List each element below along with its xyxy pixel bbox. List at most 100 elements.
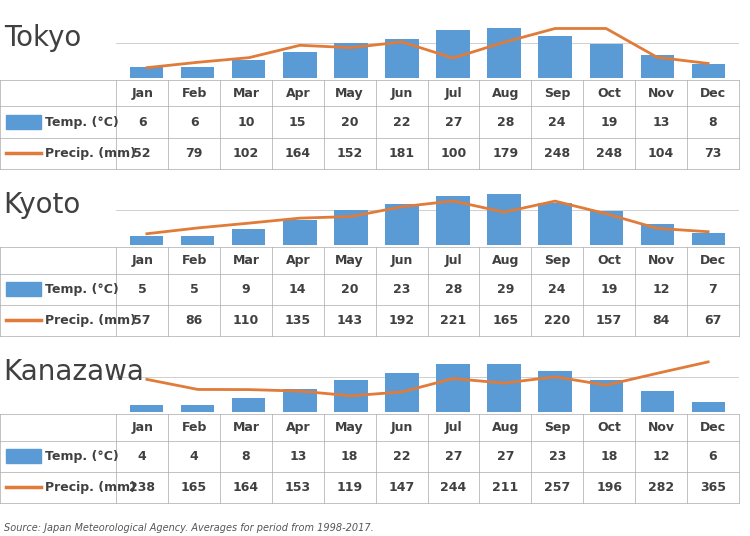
Text: Dec: Dec <box>700 254 726 266</box>
Text: 79: 79 <box>185 147 202 160</box>
Text: 248: 248 <box>544 147 570 160</box>
Text: Nov: Nov <box>647 254 674 266</box>
Text: Jun: Jun <box>390 254 412 266</box>
Bar <box>130 405 164 412</box>
Text: 28: 28 <box>445 282 462 295</box>
Text: 14: 14 <box>289 282 307 295</box>
Text: 8: 8 <box>709 116 717 129</box>
Text: 365: 365 <box>700 481 726 494</box>
Text: 13: 13 <box>652 116 670 129</box>
Text: Precip. (mm): Precip. (mm) <box>45 147 136 160</box>
Text: 27: 27 <box>496 450 514 463</box>
Text: 86: 86 <box>185 314 202 326</box>
Bar <box>182 68 214 78</box>
Text: Apr: Apr <box>286 254 310 266</box>
Text: 165: 165 <box>181 481 207 494</box>
Text: Jul: Jul <box>445 254 462 266</box>
Bar <box>386 373 418 412</box>
Text: 102: 102 <box>232 147 259 160</box>
Bar <box>640 55 674 78</box>
Text: Precip. (mm): Precip. (mm) <box>45 314 136 326</box>
Text: 22: 22 <box>393 116 410 129</box>
Text: 244: 244 <box>440 481 466 494</box>
Text: Aug: Aug <box>492 87 519 100</box>
Bar <box>590 381 622 412</box>
Text: Temp. (°C): Temp. (°C) <box>45 282 118 295</box>
Text: 220: 220 <box>544 314 570 326</box>
Text: 4: 4 <box>138 450 146 463</box>
Text: Temp. (°C): Temp. (°C) <box>45 450 118 463</box>
Text: 257: 257 <box>544 481 570 494</box>
Bar <box>334 43 368 78</box>
Text: Jan: Jan <box>131 421 153 434</box>
Text: Oct: Oct <box>597 87 621 100</box>
Text: 22: 22 <box>393 450 410 463</box>
Text: Kanazawa: Kanazawa <box>4 358 145 386</box>
Bar <box>334 381 368 412</box>
Bar <box>590 44 622 78</box>
Text: Nov: Nov <box>647 87 674 100</box>
Text: 179: 179 <box>492 147 518 160</box>
Text: 27: 27 <box>445 116 462 129</box>
Text: 6: 6 <box>709 450 717 463</box>
Bar <box>692 401 724 412</box>
Text: 100: 100 <box>440 147 466 160</box>
Bar <box>130 68 164 78</box>
Text: 104: 104 <box>648 147 674 160</box>
Text: Jun: Jun <box>390 421 412 434</box>
Bar <box>334 210 368 245</box>
Text: 18: 18 <box>341 450 358 463</box>
Text: 248: 248 <box>596 147 622 160</box>
Text: 152: 152 <box>337 147 363 160</box>
Text: Jul: Jul <box>445 421 462 434</box>
Text: Sep: Sep <box>544 254 570 266</box>
Bar <box>488 28 520 78</box>
Text: 5: 5 <box>138 282 146 295</box>
Text: 238: 238 <box>129 481 155 494</box>
Bar <box>436 30 470 78</box>
Text: Jan: Jan <box>131 87 153 100</box>
Bar <box>182 405 214 412</box>
Text: 211: 211 <box>492 481 518 494</box>
Text: Apr: Apr <box>286 87 310 100</box>
Text: Jun: Jun <box>390 87 412 100</box>
Text: 13: 13 <box>290 450 307 463</box>
Text: Jan: Jan <box>131 254 153 266</box>
Text: 84: 84 <box>652 314 670 326</box>
Bar <box>692 64 724 78</box>
Bar <box>590 212 622 245</box>
Bar <box>538 371 572 412</box>
Bar <box>488 193 520 245</box>
Text: 67: 67 <box>704 314 722 326</box>
Text: 9: 9 <box>242 282 250 295</box>
Text: Apr: Apr <box>286 421 310 434</box>
Text: Aug: Aug <box>492 254 519 266</box>
Text: 12: 12 <box>652 450 670 463</box>
Bar <box>130 236 164 245</box>
Text: 4: 4 <box>190 450 199 463</box>
Bar <box>182 236 214 245</box>
Bar <box>538 203 572 245</box>
Bar <box>386 39 418 78</box>
Text: Kyoto: Kyoto <box>4 191 81 219</box>
Text: 20: 20 <box>341 116 358 129</box>
Text: Temp. (°C): Temp. (°C) <box>45 116 118 129</box>
Text: 8: 8 <box>242 450 250 463</box>
Bar <box>232 61 266 78</box>
Text: Sep: Sep <box>544 87 570 100</box>
Text: Jul: Jul <box>445 87 462 100</box>
Text: 27: 27 <box>445 450 462 463</box>
Text: May: May <box>335 254 364 266</box>
Bar <box>640 224 674 245</box>
Bar <box>436 196 470 245</box>
Bar <box>692 233 724 245</box>
Text: Feb: Feb <box>182 421 207 434</box>
Text: Oct: Oct <box>597 254 621 266</box>
Text: Dec: Dec <box>700 87 726 100</box>
Text: 181: 181 <box>388 147 415 160</box>
Bar <box>284 220 316 245</box>
Text: 164: 164 <box>233 481 259 494</box>
Text: Feb: Feb <box>182 87 207 100</box>
Text: 143: 143 <box>337 314 363 326</box>
Text: 119: 119 <box>337 481 363 494</box>
